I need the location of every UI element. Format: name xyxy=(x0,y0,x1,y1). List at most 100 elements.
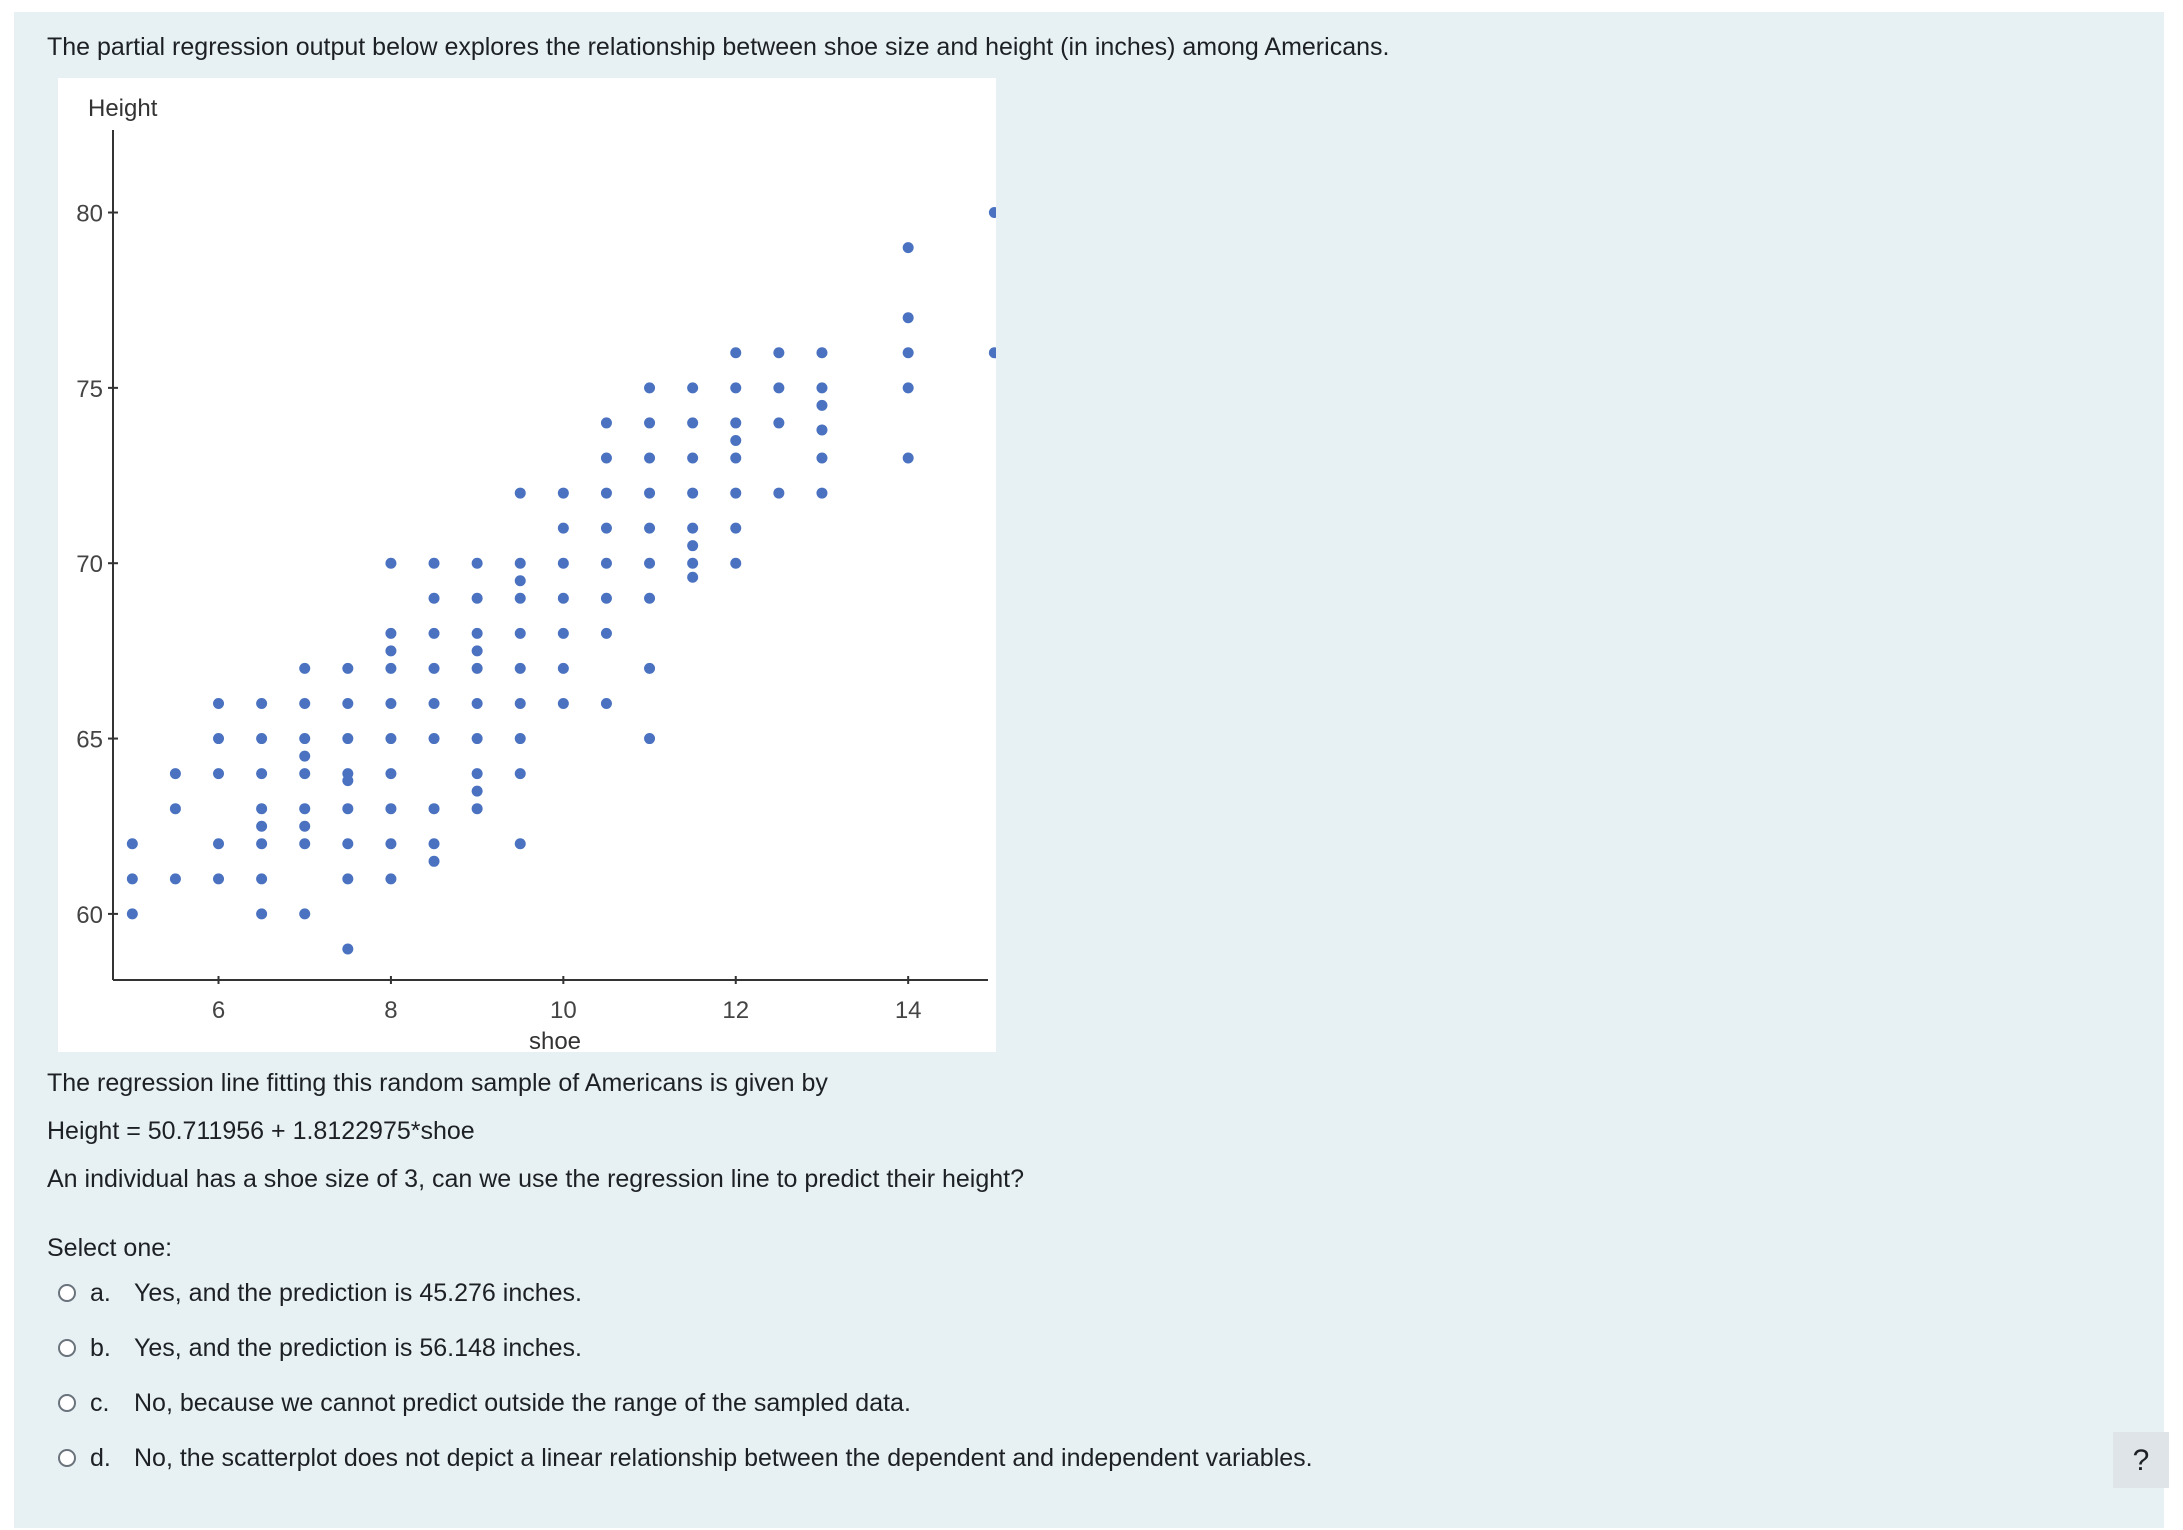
data-point xyxy=(644,382,656,394)
question-intro: The partial regression output below expl… xyxy=(47,33,1390,61)
data-point xyxy=(428,733,440,745)
y-tick-label: 75 xyxy=(76,376,103,403)
data-point xyxy=(730,452,742,464)
data-point xyxy=(902,382,914,394)
data-point xyxy=(385,873,397,885)
data-point xyxy=(299,768,311,780)
data-point xyxy=(342,733,354,745)
radio-button-a[interactable] xyxy=(58,1284,76,1302)
data-point xyxy=(213,697,225,709)
radio-button-d[interactable] xyxy=(58,1449,76,1467)
data-point xyxy=(428,855,440,867)
data-point xyxy=(428,838,440,850)
answer-letter: c. xyxy=(90,1388,110,1417)
scatter-chart: Height shoe 60 65 70 75 80 6 8 10 12 14 xyxy=(58,78,996,1052)
data-point xyxy=(299,733,311,745)
data-point xyxy=(600,627,612,639)
data-point xyxy=(471,557,483,569)
data-point xyxy=(126,908,138,920)
select-one-label: Select one: xyxy=(47,1234,173,1262)
data-point xyxy=(126,838,138,850)
data-point xyxy=(169,768,181,780)
data-point xyxy=(730,347,742,359)
data-point xyxy=(514,768,526,780)
data-point xyxy=(385,803,397,815)
answer-text: No, the scatterplot does not depict a li… xyxy=(134,1443,1313,1472)
data-point xyxy=(557,662,569,674)
data-point xyxy=(385,662,397,674)
data-point xyxy=(385,838,397,850)
data-point xyxy=(256,820,268,832)
radio-button-b[interactable] xyxy=(58,1339,76,1357)
data-point xyxy=(644,522,656,534)
data-point xyxy=(600,697,612,709)
data-point xyxy=(299,750,311,762)
data-point xyxy=(256,908,268,920)
data-point xyxy=(213,873,225,885)
data-point xyxy=(816,452,828,464)
data-point xyxy=(428,697,440,709)
data-point xyxy=(299,908,311,920)
data-point xyxy=(687,487,699,499)
help-button[interactable]: ? xyxy=(2113,1432,2169,1488)
data-point xyxy=(342,697,354,709)
answer-option-b[interactable]: b. Yes, and the prediction is 56.148 inc… xyxy=(58,1331,582,1365)
data-point xyxy=(471,645,483,657)
answer-letter: a. xyxy=(90,1278,111,1307)
data-point xyxy=(816,424,828,436)
data-point xyxy=(557,487,569,499)
answer-option-d[interactable]: d. No, the scatterplot does not depict a… xyxy=(58,1441,1313,1475)
question-panel: The partial regression output below expl… xyxy=(14,12,2164,1528)
x-axis-label: shoe xyxy=(529,1028,581,1052)
data-point xyxy=(557,522,569,534)
data-point xyxy=(600,522,612,534)
data-point xyxy=(600,452,612,464)
data-point xyxy=(644,487,656,499)
data-point xyxy=(600,557,612,569)
data-point xyxy=(169,803,181,815)
data-point xyxy=(428,557,440,569)
data-point xyxy=(988,347,996,359)
data-point xyxy=(644,592,656,604)
answer-text: Yes, and the prediction is 56.148 inches… xyxy=(134,1333,582,1362)
answer-option-a[interactable]: a. Yes, and the prediction is 45.276 inc… xyxy=(58,1276,582,1310)
data-point xyxy=(471,592,483,604)
data-point xyxy=(816,347,828,359)
data-point xyxy=(471,785,483,797)
data-point xyxy=(256,803,268,815)
regression-equation: Height = 50.711956 + 1.8122975*shoe xyxy=(47,1117,475,1145)
data-point xyxy=(342,803,354,815)
data-point xyxy=(342,775,354,787)
data-point xyxy=(514,627,526,639)
data-point xyxy=(256,873,268,885)
data-point xyxy=(644,417,656,429)
data-point xyxy=(557,627,569,639)
data-point xyxy=(902,347,914,359)
data-point xyxy=(902,242,914,254)
data-point xyxy=(514,557,526,569)
answer-text: No, because we cannot predict outside th… xyxy=(134,1388,911,1417)
data-point xyxy=(730,434,742,446)
x-tick-label: 6 xyxy=(212,997,225,1024)
answer-text: Yes, and the prediction is 45.276 inches… xyxy=(134,1278,582,1307)
radio-button-c[interactable] xyxy=(58,1394,76,1412)
data-point xyxy=(644,733,656,745)
data-point xyxy=(557,697,569,709)
data-point xyxy=(557,592,569,604)
data-point xyxy=(471,803,483,815)
data-point xyxy=(514,697,526,709)
answer-option-c[interactable]: c. No, because we cannot predict outside… xyxy=(58,1386,911,1420)
data-point xyxy=(428,627,440,639)
data-point xyxy=(385,627,397,639)
data-point xyxy=(600,592,612,604)
x-tick-label: 12 xyxy=(722,997,749,1024)
data-point xyxy=(514,662,526,674)
chart-axes xyxy=(112,130,988,981)
data-point xyxy=(514,592,526,604)
data-point xyxy=(514,838,526,850)
data-point xyxy=(299,803,311,815)
data-point xyxy=(213,838,225,850)
x-tick-label: 10 xyxy=(550,997,577,1024)
data-point xyxy=(902,312,914,324)
data-point xyxy=(514,575,526,587)
